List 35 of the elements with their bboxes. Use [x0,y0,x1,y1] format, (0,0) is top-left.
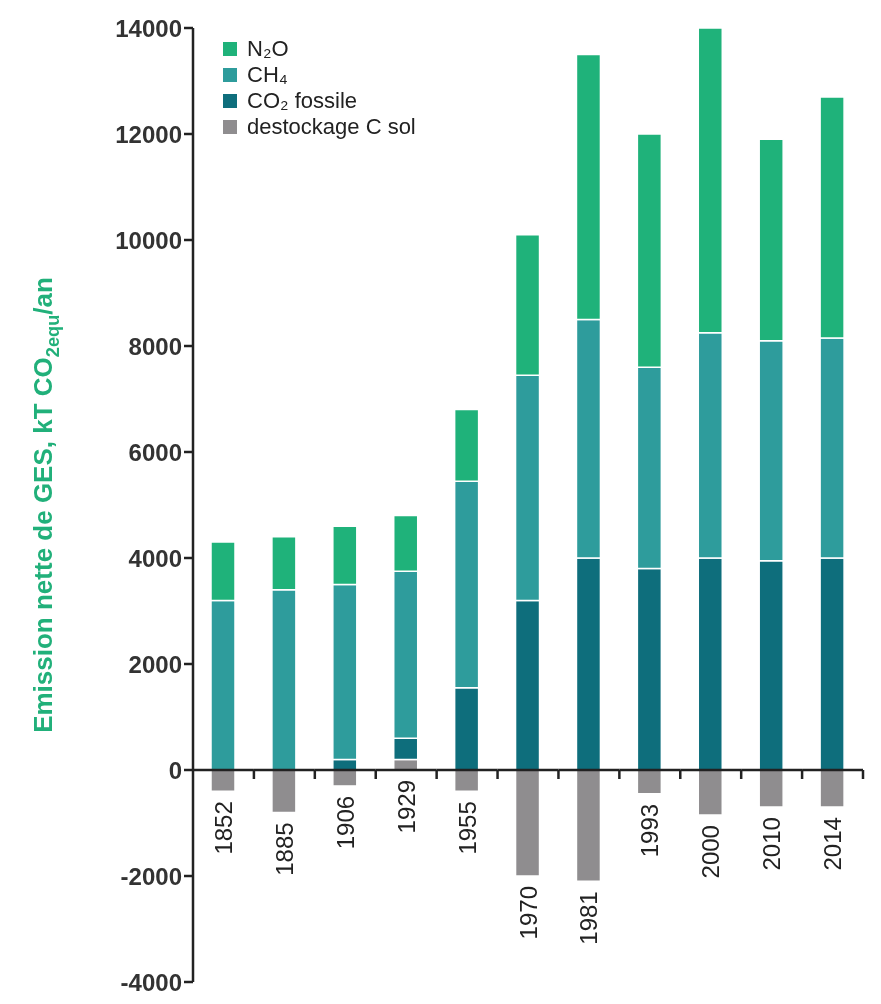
y-tick-label: -2000 [120,862,182,890]
bar [575,769,602,883]
legend-label: destockage C sol [247,114,416,140]
x-tick-label: 2000 [697,825,725,879]
y-tick-label: -4000 [120,968,182,996]
x-tick-label: 1852 [209,801,237,855]
y-tick-label: 6000 [128,438,182,466]
x-tick-label: 1906 [331,795,359,850]
x-tick-label: 1955 [453,801,481,855]
y-tick-label: 0 [168,756,182,784]
bar [758,769,784,808]
bar [819,769,845,808]
y-tick-label: 8000 [128,332,182,360]
bar [210,769,236,792]
y-tick-label: 4000 [128,544,182,572]
bar [332,769,358,787]
y-tick-label: 10000 [115,226,182,254]
legend-label: CH₄ [247,62,288,88]
x-tick-label: 2010 [758,817,786,871]
legend-label: N₂O [247,36,289,62]
bar [453,769,480,792]
x-tick-label: 1993 [636,803,664,858]
y-tick-label: 2000 [128,650,182,678]
bar [271,769,297,814]
y-tick-label: 12000 [115,120,182,148]
y-tick-label: 14000 [115,14,182,42]
legend-label: CO₂ fossile [247,88,358,114]
x-tick-label: 1981 [575,891,603,945]
x-tick-label: 1929 [392,780,420,834]
bar [697,769,724,816]
bar [514,769,541,877]
x-tick-label: 1970 [514,886,542,940]
x-tick-label: 1885 [270,822,298,876]
bar [636,769,663,795]
x-tick-label: 2014 [819,817,847,871]
